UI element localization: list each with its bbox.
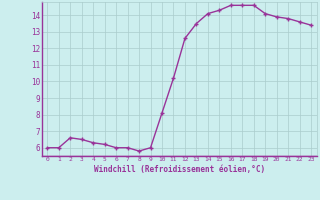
X-axis label: Windchill (Refroidissement éolien,°C): Windchill (Refroidissement éolien,°C) <box>94 165 265 174</box>
